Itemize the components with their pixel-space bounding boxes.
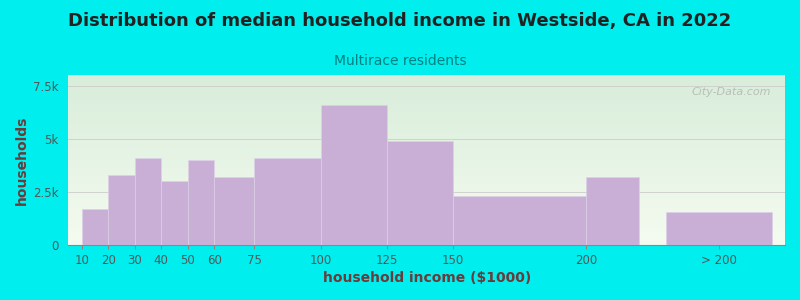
Bar [134, 158, 162, 245]
Bar [586, 177, 639, 245]
Bar [254, 158, 321, 245]
Bar [188, 160, 214, 245]
Bar [108, 175, 134, 245]
Text: Distribution of median household income in Westside, CA in 2022: Distribution of median household income … [68, 12, 732, 30]
Y-axis label: households: households [15, 115, 29, 205]
Text: City-Data.com: City-Data.com [691, 87, 770, 97]
Bar [666, 212, 772, 245]
Bar [82, 209, 108, 245]
Bar [321, 105, 387, 245]
Bar [454, 196, 586, 245]
Text: Multirace residents: Multirace residents [334, 54, 466, 68]
Bar [214, 177, 254, 245]
X-axis label: household income ($1000): household income ($1000) [322, 271, 531, 285]
Bar [387, 141, 454, 245]
Bar [162, 181, 188, 245]
